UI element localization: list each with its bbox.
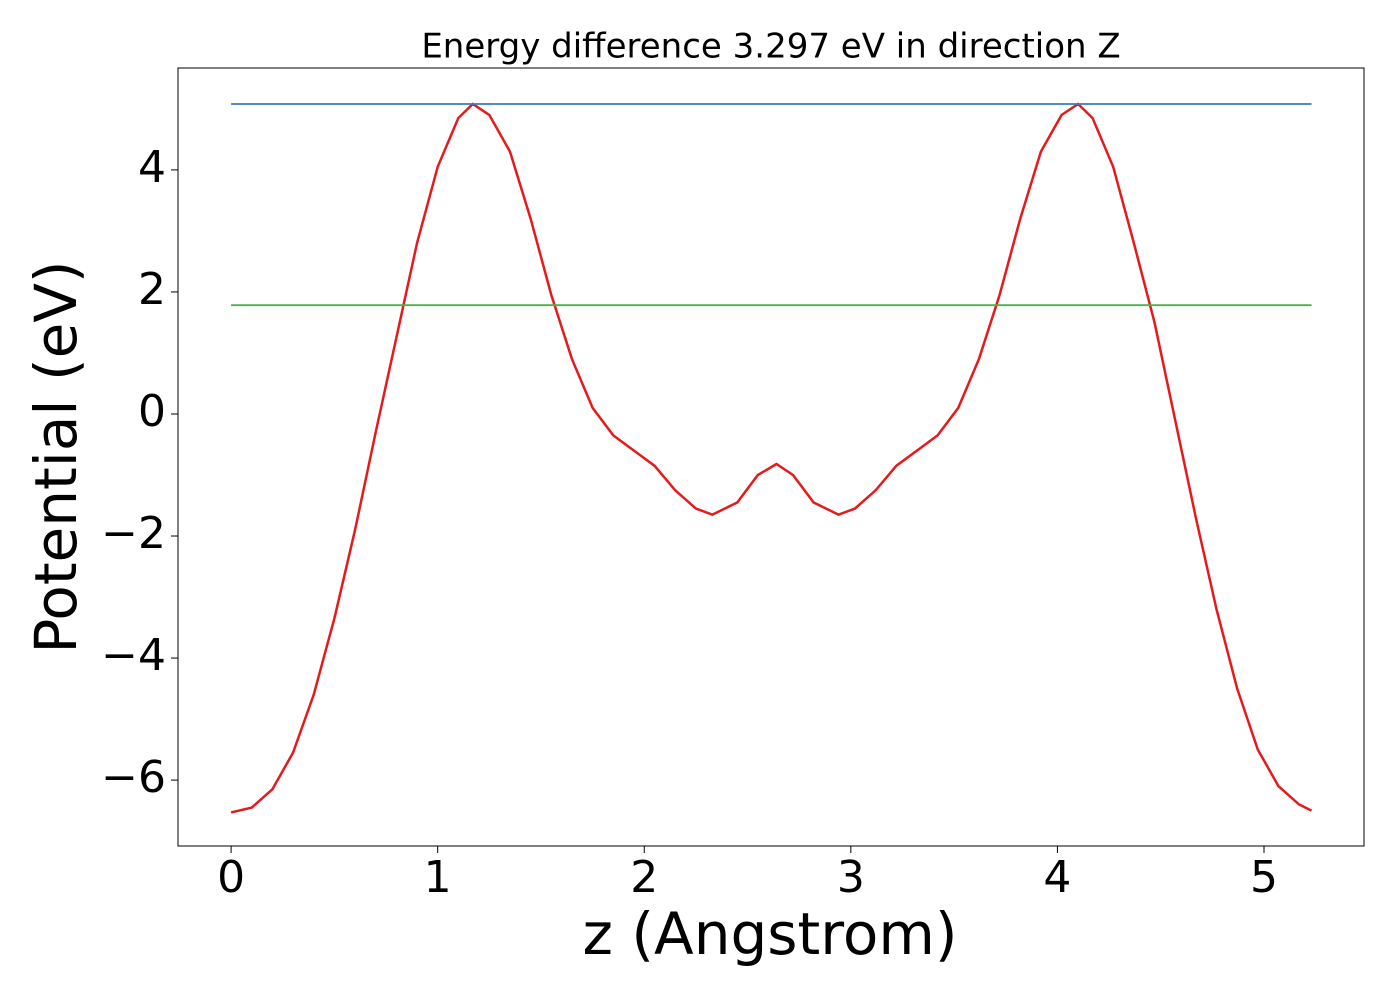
- plot-frame: [177, 67, 1365, 847]
- x-tick-label: 5: [1250, 852, 1278, 903]
- y-tick-label: −6: [101, 752, 166, 803]
- chart-title: Energy difference 3.297 eV in direction …: [421, 27, 1120, 67]
- x-tick-label: 1: [424, 852, 452, 903]
- y-tick-label: −4: [101, 630, 166, 681]
- y-tick-label: −2: [101, 508, 166, 559]
- y-tick-label: 2: [138, 264, 166, 315]
- x-tick-label: 0: [217, 852, 245, 903]
- x-tick-label: 3: [837, 852, 865, 903]
- x-tick-label: 2: [630, 852, 658, 903]
- y-tick-label: 4: [138, 142, 166, 193]
- x-tick-label: 4: [1043, 852, 1071, 903]
- x-axis-label: z (Angstrom): [583, 900, 958, 968]
- y-tick-label: 0: [138, 386, 166, 437]
- series-line: [230, 102, 1313, 814]
- y-axis-label: Potential (eV): [22, 260, 90, 653]
